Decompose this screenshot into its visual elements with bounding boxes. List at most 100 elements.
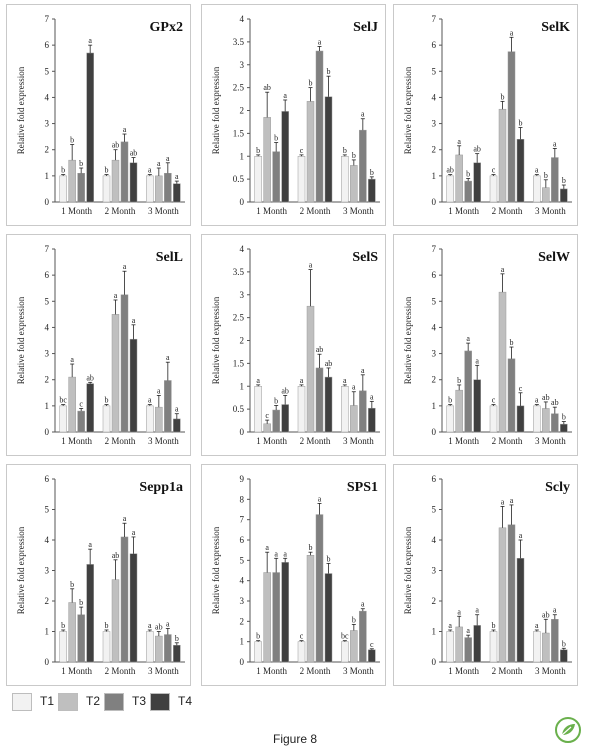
significance-letter: a — [318, 37, 322, 46]
y-tick-label: 4 — [45, 322, 50, 332]
significance-letter: b — [79, 598, 83, 607]
bar-t4 — [473, 625, 481, 663]
bar-t2 — [542, 187, 550, 203]
significance-letter: b — [327, 554, 331, 563]
significance-letter: c — [492, 166, 496, 175]
significance-letter: a — [519, 531, 523, 540]
significance-letter: c — [370, 640, 374, 649]
bar-t3 — [77, 410, 85, 433]
significance-letter: a — [501, 497, 505, 506]
y-axis-label: Relative fold expression — [211, 296, 221, 384]
bar-t4 — [368, 407, 376, 433]
bar-t4 — [173, 183, 181, 203]
significance-letter: ab — [112, 551, 120, 560]
y-tick-label: 7 — [432, 244, 437, 254]
x-tick-label: 2 Month — [300, 206, 331, 216]
significance-letter: b — [309, 79, 313, 88]
bar-t2 — [263, 423, 271, 433]
bar-t3 — [551, 619, 559, 663]
bar-t2 — [155, 406, 163, 433]
significance-letter: a — [148, 621, 152, 630]
significance-letter: a — [157, 386, 161, 395]
chart-panel-sels: 0 0.5 1 1.5 2 2.5 3 3.5 4 Relative fold expressio… — [201, 234, 386, 456]
significance-letter: b — [327, 67, 331, 76]
bar-t3 — [315, 50, 324, 203]
legend-swatch-t4 — [150, 693, 170, 711]
bar-t4 — [368, 649, 376, 663]
significance-letter: a — [123, 125, 127, 134]
y-tick-label: 4 — [240, 14, 245, 24]
significance-letter: a — [148, 396, 152, 405]
y-tick-label: 5 — [45, 505, 50, 515]
x-tick-label: 3 Month — [343, 436, 374, 446]
legend-swatch-t1 — [12, 693, 32, 711]
y-tick-label: 1 — [432, 171, 437, 181]
significance-letter: bc — [59, 396, 67, 405]
bar-t4 — [86, 52, 94, 203]
x-tick-label: 3 Month — [535, 206, 566, 216]
bar-t2 — [498, 108, 507, 203]
x-tick-label: 1 Month — [448, 206, 479, 216]
bar-t1 — [446, 631, 454, 663]
significance-letter: a — [370, 392, 374, 401]
bar-t1 — [297, 156, 306, 203]
significance-letter: a — [475, 606, 479, 615]
y-axis-label: Relative fold expression — [211, 66, 221, 154]
y-tick-label: 4 — [432, 322, 437, 332]
y-tick-label: 1 — [45, 627, 50, 637]
y-tick-label: 3 — [432, 349, 437, 359]
chart-svg-gpx2: 0 1 2 3 4 5 6 7 Relative fold expression GPx2 b b b a… — [16, 14, 185, 216]
bar-t1 — [59, 631, 67, 663]
x-tick-label: 1 Month — [256, 206, 287, 216]
significance-letter: a — [175, 172, 179, 181]
bar-t4 — [129, 162, 138, 203]
bar-t4 — [281, 404, 289, 433]
y-tick-label: 4 — [45, 92, 50, 102]
significance-letter: a — [535, 396, 539, 405]
bar-t4 — [324, 376, 333, 433]
y-tick-label: 2 — [240, 616, 245, 626]
x-tick-label: 2 Month — [105, 436, 136, 446]
legend-swatch-t2 — [58, 693, 78, 711]
significance-letter: b — [562, 176, 566, 185]
significance-letter: a — [123, 514, 127, 523]
x-tick-label: 2 Month — [105, 206, 136, 216]
significance-letter: b — [175, 634, 179, 643]
significance-letter: a — [466, 626, 470, 635]
significance-letter: ab — [542, 393, 550, 402]
significance-letter: b — [510, 338, 514, 347]
chart-title: SPS1 — [347, 480, 378, 495]
bar-t3 — [272, 572, 280, 663]
significance-letter: c — [300, 632, 304, 641]
chart-panel-gpx2: 0 1 2 3 4 5 6 7 Relative fold expression GPx2 b b b a… — [6, 4, 191, 226]
bar-t2 — [498, 291, 507, 433]
bar-t2 — [350, 165, 358, 203]
significance-letter: b — [370, 168, 374, 177]
y-tick-label: 2.5 — [233, 313, 245, 323]
figure-caption: Figure 8 — [272, 732, 318, 746]
significance-letter: b — [352, 151, 356, 160]
significance-letter: ab — [130, 149, 138, 158]
y-axis-label: Relative fold expression — [403, 296, 413, 384]
y-tick-label: 1 — [240, 637, 245, 647]
y-axis-label: Relative fold expression — [16, 526, 26, 614]
bar-t2 — [263, 572, 271, 663]
significance-letter: b — [519, 118, 523, 127]
y-tick-label: 5 — [432, 296, 437, 306]
significance-letter: a — [309, 261, 313, 270]
significance-letter: b — [256, 632, 260, 641]
significance-letter: a — [70, 355, 74, 364]
significance-letter: a — [510, 496, 514, 505]
x-tick-label: 1 Month — [256, 666, 287, 676]
bar-t1 — [254, 386, 262, 433]
bar-t1 — [533, 405, 541, 433]
bar-t4 — [324, 573, 333, 663]
bar-t1 — [102, 405, 111, 433]
x-tick-label: 3 Month — [148, 666, 179, 676]
significance-letter: a — [361, 600, 365, 609]
significance-letter: b — [457, 376, 461, 385]
y-tick-label: 7 — [432, 14, 437, 24]
significance-letter: b — [274, 134, 278, 143]
significance-letter: b — [544, 171, 548, 180]
